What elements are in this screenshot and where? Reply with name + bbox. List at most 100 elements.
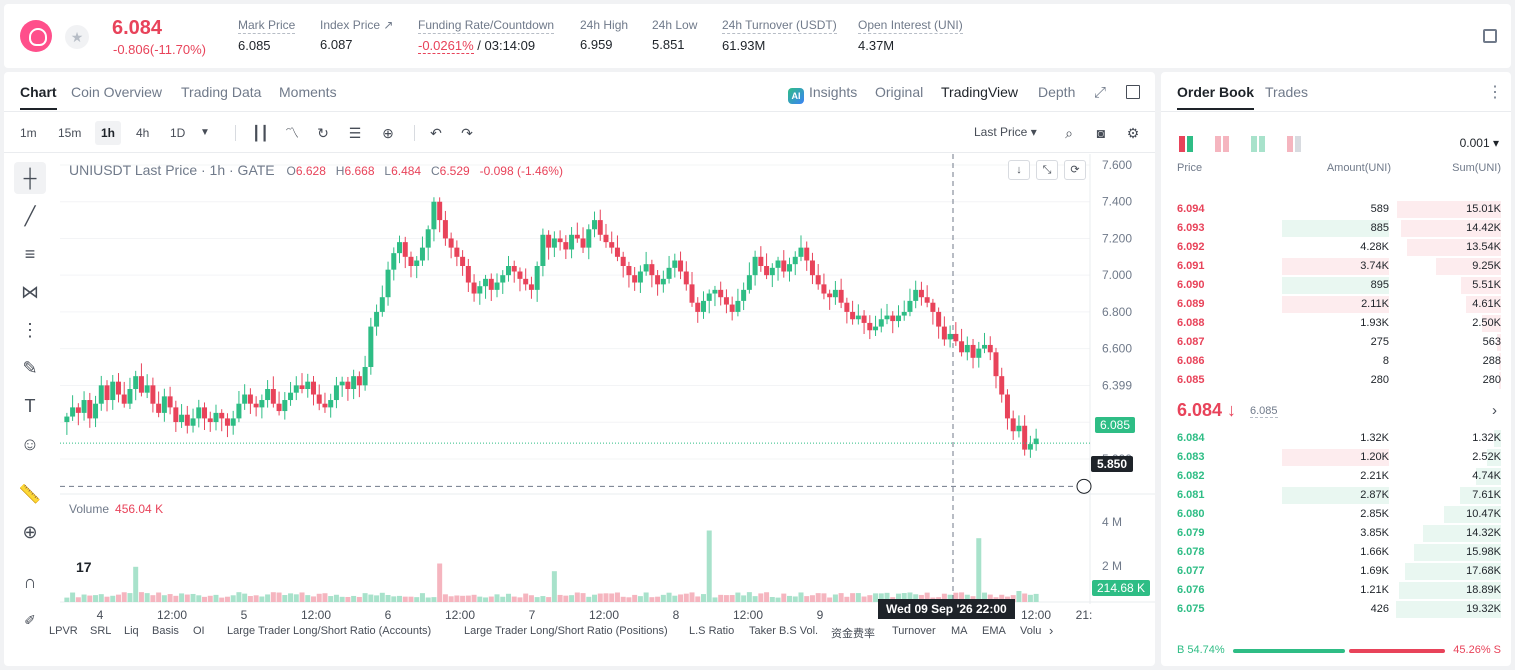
indicator-item[interactable]: EMA xyxy=(982,625,1006,637)
indicator-item[interactable]: 资金费率 xyxy=(831,628,875,640)
stat-index-price[interactable]: Index Price ↗ 6.087 xyxy=(320,18,393,52)
bid-row[interactable]: 6.078 1.66K 15.98K xyxy=(1177,543,1501,562)
chevron-right-icon[interactable]: › xyxy=(1049,623,1054,638)
ask-row[interactable]: 6.086 8 288 xyxy=(1177,352,1501,371)
indicator-item[interactable]: Volu xyxy=(1020,625,1042,637)
reset-icon[interactable]: ⟳ xyxy=(1064,160,1086,180)
bid-row[interactable]: 6.080 2.85K 10.47K xyxy=(1177,505,1501,524)
mode-asks-icon[interactable] xyxy=(1215,136,1231,152)
indicator-item[interactable]: Turnover xyxy=(892,625,936,637)
mode-both-icon[interactable] xyxy=(1179,136,1195,152)
view-depth[interactable]: Depth xyxy=(1038,84,1076,100)
magnet-icon[interactable]: ∩ xyxy=(23,572,37,592)
volume-bar xyxy=(947,594,953,602)
gear-icon[interactable]: ⚙ xyxy=(1126,125,1140,141)
indicator-item[interactable]: Large Trader Long/Short Ratio (Positions… xyxy=(464,625,668,637)
indicator-item[interactable]: LPVR xyxy=(49,625,78,637)
candles-icon[interactable]: ┃┃ xyxy=(252,125,269,141)
amount-bar xyxy=(1282,487,1389,504)
indicators-icon[interactable]: 〽 xyxy=(285,125,299,141)
channel-icon[interactable]: ≡ xyxy=(24,244,36,264)
price-chart[interactable]: 7.6007.4007.2007.0006.8006.6006.3996.199… xyxy=(60,154,1155,624)
brush-icon[interactable]: ✎ xyxy=(22,358,38,378)
indicator-item[interactable]: Large Trader Long/Short Ratio (Accounts) xyxy=(227,625,432,637)
zoom-in-icon[interactable]: ⊕ xyxy=(22,522,38,542)
templates-icon[interactable]: ☰ xyxy=(348,125,362,141)
indicator-item[interactable]: L.S Ratio xyxy=(689,625,735,637)
indicator-item[interactable]: SRL xyxy=(90,625,112,637)
ask-row[interactable]: 6.087 275 563 xyxy=(1177,333,1501,352)
star-icon[interactable]: ★ xyxy=(65,25,89,49)
view-original[interactable]: Original xyxy=(875,84,924,100)
crosshair-icon[interactable]: ┼ xyxy=(14,162,46,194)
stat-open-interest[interactable]: Open Interest (UNI) 4.37M xyxy=(858,18,963,53)
ask-row[interactable]: 6.088 1.93K 2.50K xyxy=(1177,314,1501,333)
book-icon[interactable] xyxy=(1483,29,1497,43)
pencil-lock-icon[interactable]: ✐ xyxy=(24,612,36,628)
mode-bids-icon[interactable] xyxy=(1251,136,1267,152)
scroll-down-icon[interactable]: ↓ xyxy=(1008,160,1030,180)
candle-body xyxy=(345,381,351,390)
ruler-icon[interactable]: 📏 xyxy=(18,484,42,504)
indicator-item[interactable]: MA xyxy=(951,625,968,637)
interval-1d[interactable]: 1D xyxy=(170,126,186,140)
bid-row[interactable]: 6.081 2.87K 7.61K xyxy=(1177,486,1501,505)
ask-row[interactable]: 6.091 3.74K 9.25K xyxy=(1177,257,1501,276)
view-tradingview[interactable]: TradingView xyxy=(941,84,1019,100)
indicator-item[interactable]: Liq xyxy=(124,625,139,637)
precision-select[interactable]: 0.001 ▾ xyxy=(1459,136,1499,150)
indicator-item[interactable]: Basis xyxy=(152,625,179,637)
expand-icon[interactable]: ⤢ xyxy=(1094,84,1107,101)
ask-row[interactable]: 6.090 895 5.51K xyxy=(1177,276,1501,295)
stat-funding-rate[interactable]: Funding Rate/Countdown -0.0261% / 03:14:… xyxy=(418,18,555,54)
add-alert-icon[interactable]: ⊕ xyxy=(382,125,394,141)
bid-row[interactable]: 6.075 426 19.32K xyxy=(1177,600,1501,619)
text-icon[interactable]: T xyxy=(24,396,36,416)
bid-row[interactable]: 6.083 1.20K 2.52K xyxy=(1177,448,1501,467)
stat-24h-turnover[interactable]: 24h Turnover (USDT) 61.93M xyxy=(722,18,837,53)
bid-row[interactable]: 6.082 2.21K 4.74K xyxy=(1177,467,1501,486)
candle-body xyxy=(328,400,334,408)
pattern-icon[interactable]: ⋈ xyxy=(21,282,39,302)
redo-icon[interactable]: ↷ xyxy=(461,125,473,141)
ask-row[interactable]: 6.093 885 14.42K xyxy=(1177,219,1501,238)
tab-moments[interactable]: Moments xyxy=(279,84,337,100)
tab-trading-data[interactable]: Trading Data xyxy=(181,84,262,100)
view-insights[interactable]: AI Insights xyxy=(788,84,857,104)
interval-1m[interactable]: 1m xyxy=(20,126,37,140)
ask-row[interactable]: 6.085 280 280 xyxy=(1177,371,1501,390)
tab-order-book[interactable]: Order Book xyxy=(1177,84,1255,110)
stat-mark-price[interactable]: Mark Price 6.085 xyxy=(238,18,296,53)
chevron-down-icon[interactable]: ▼ xyxy=(200,127,210,138)
ask-row[interactable]: 6.092 4.28K 13.54K xyxy=(1177,238,1501,257)
interval-4h[interactable]: 4h xyxy=(136,126,150,140)
tab-trades[interactable]: Trades xyxy=(1265,84,1309,100)
collapse-icon[interactable]: ⤡ xyxy=(1036,160,1058,180)
interval-15m[interactable]: 15m xyxy=(58,126,82,140)
indicator-item[interactable]: Taker B.S Vol. xyxy=(749,625,819,637)
undo-icon[interactable]: ↶ xyxy=(430,125,442,141)
camera-icon[interactable]: ◙ xyxy=(1096,125,1106,141)
trendline-icon[interactable]: ╱ xyxy=(24,206,36,226)
bid-row[interactable]: 6.079 3.85K 14.32K xyxy=(1177,524,1501,543)
tradingview-logo[interactable]: 17 xyxy=(76,559,92,575)
fib-icon[interactable]: ⋮ xyxy=(21,320,39,340)
price-type-select[interactable]: Last Price ▾ xyxy=(974,125,1037,139)
more-icon[interactable]: ⋮ xyxy=(1487,84,1503,101)
search-icon[interactable]: ⌕ xyxy=(1065,125,1073,141)
mode-compact-icon[interactable] xyxy=(1287,136,1303,152)
indicator-item[interactable]: OI xyxy=(193,625,205,637)
chevron-right-icon[interactable]: › xyxy=(1492,402,1497,419)
volume-bar xyxy=(987,594,993,602)
bid-row[interactable]: 6.076 1.21K 18.89K xyxy=(1177,581,1501,600)
ask-row[interactable]: 6.089 2.11K 4.61K xyxy=(1177,295,1501,314)
window-icon[interactable] xyxy=(1126,85,1140,99)
emoji-icon[interactable]: ☺ xyxy=(20,434,40,454)
tab-coin-overview[interactable]: Coin Overview xyxy=(71,84,163,100)
bid-row[interactable]: 6.077 1.69K 17.68K xyxy=(1177,562,1501,581)
ask-row[interactable]: 6.094 589 15.01K xyxy=(1177,200,1501,219)
replay-icon[interactable]: ↻ xyxy=(317,125,329,141)
tab-chart[interactable]: Chart xyxy=(20,84,57,110)
bid-row[interactable]: 6.084 1.32K 1.32K xyxy=(1177,429,1501,448)
interval-1h[interactable]: 1h xyxy=(95,121,122,145)
